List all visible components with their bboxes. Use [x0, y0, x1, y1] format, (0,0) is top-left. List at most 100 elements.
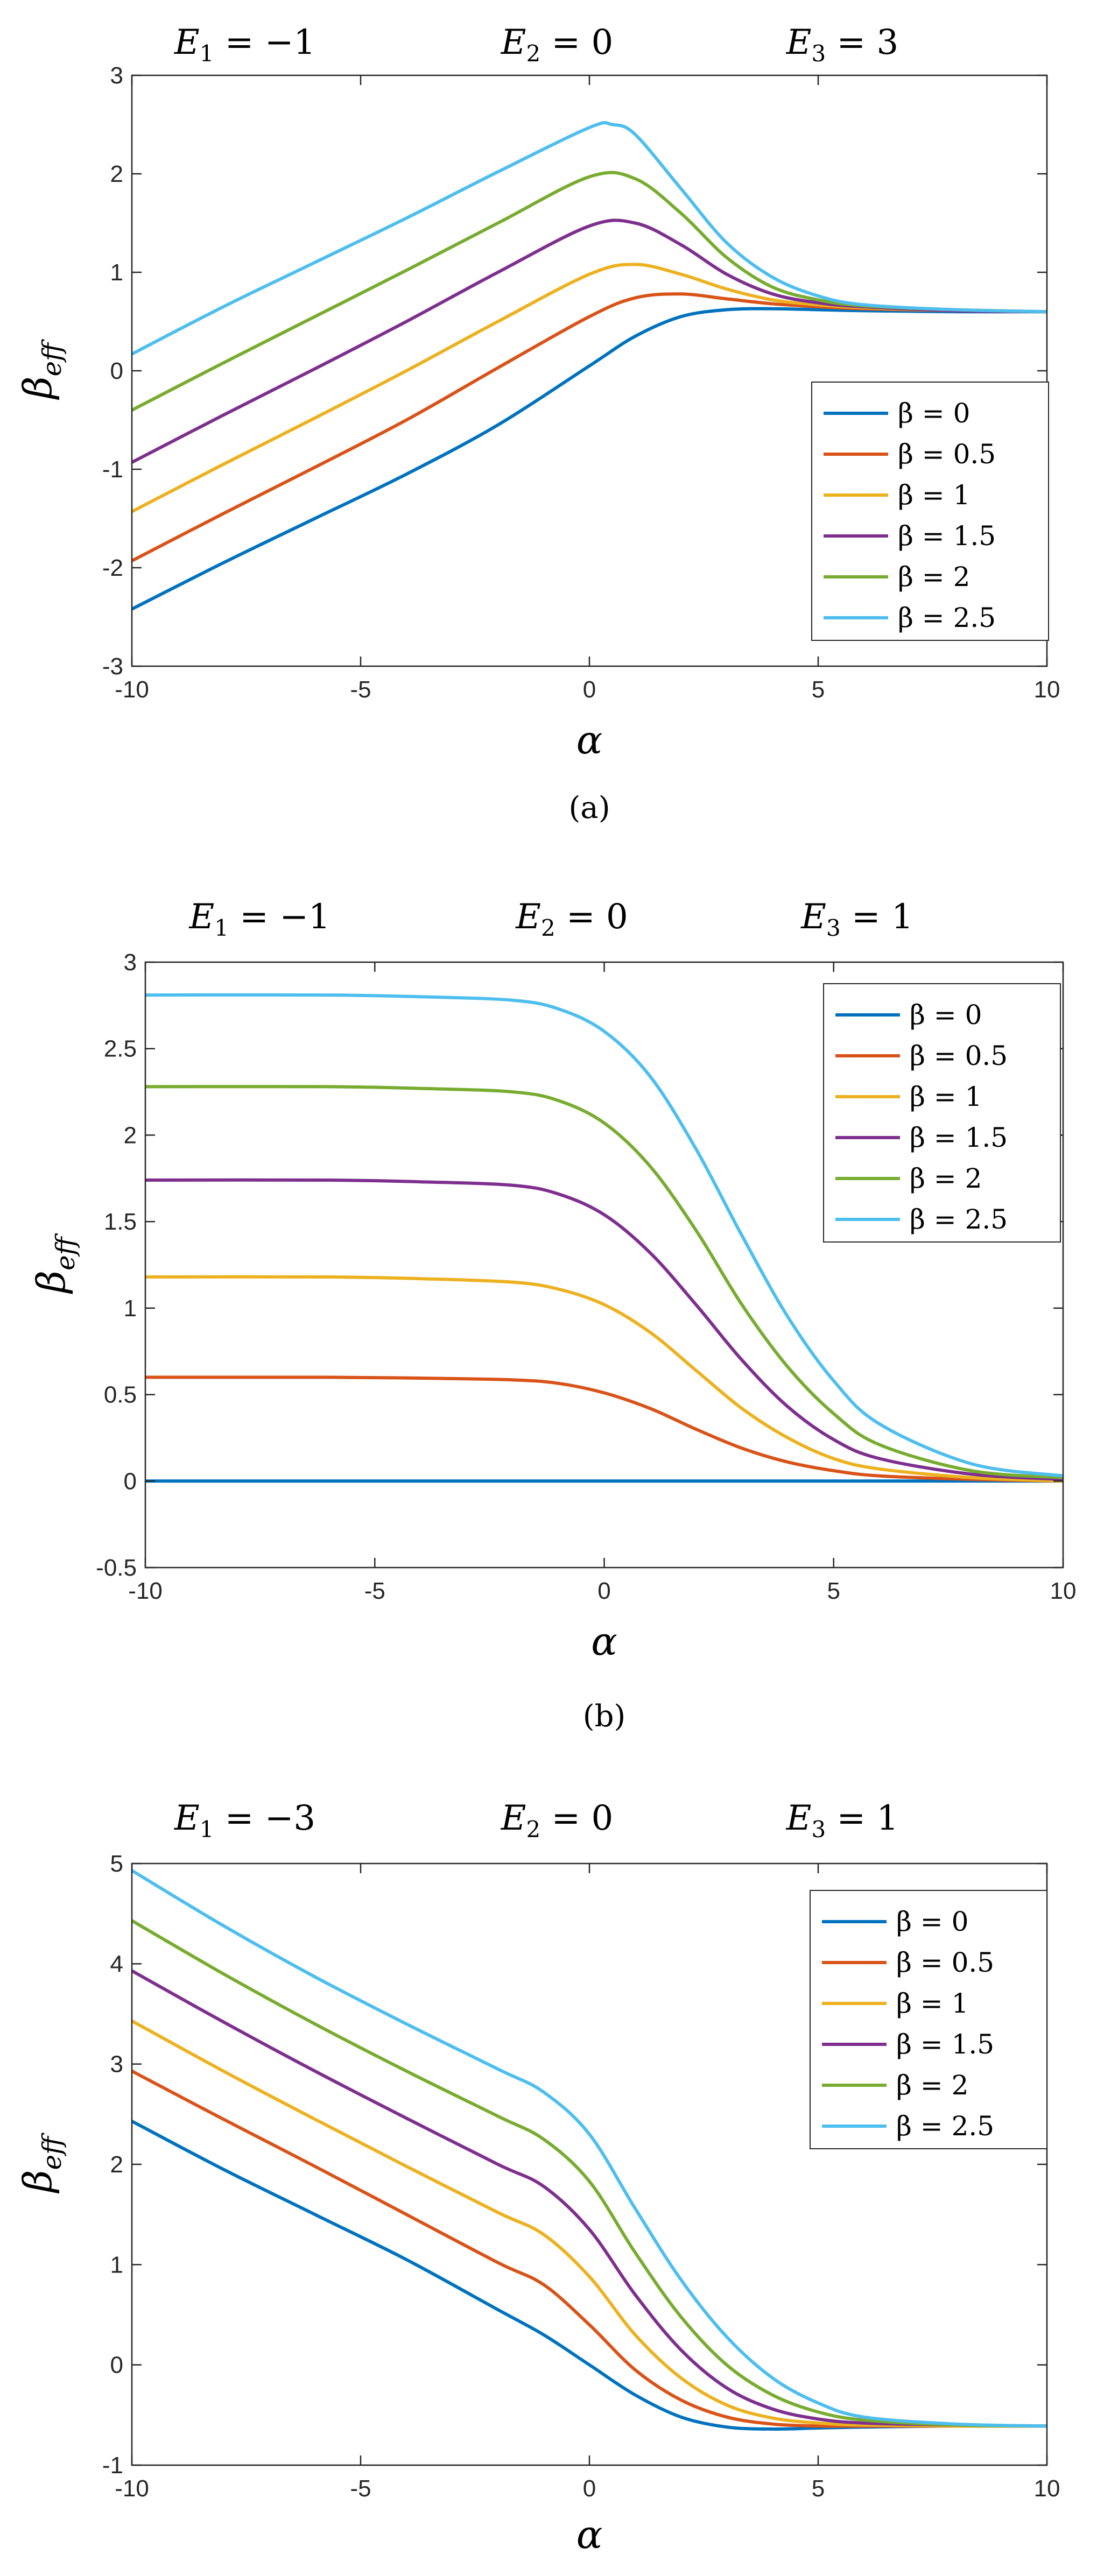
y-axis-label-sub: eff [37, 2133, 67, 2170]
title-e1-eq: = −3 [214, 1798, 315, 1838]
panel-label: (b) [583, 1699, 626, 1734]
y-tick-label-3: 2 [110, 2151, 123, 2178]
y-axis-label-main: β [15, 2170, 60, 2194]
title-e2-sub: 2 [526, 1816, 540, 1843]
title-e3-var: E [786, 1798, 812, 1838]
title-e1-sub: 1 [214, 915, 229, 941]
x-tick-label-1: -5 [364, 1578, 385, 1604]
y-axis-label-sub: eff [37, 339, 67, 376]
x-axis-label: α [576, 2512, 603, 2557]
x-tick-label-0: -10 [115, 676, 149, 703]
series-group [132, 1869, 1047, 2431]
legend-label-2: β = 1 [896, 1988, 968, 2019]
legend: β = 0 β = 0.5 β = 1 β = 1.5 β = 2 β = 2.5 [811, 382, 1049, 641]
y-axis-label-main: β [15, 376, 60, 400]
series-line-5 [132, 1869, 1047, 2428]
y-tick-label-5: 4 [110, 1951, 123, 1977]
y-tick-label-5: 2 [110, 161, 123, 187]
series-line-2 [132, 2019, 1047, 2428]
series-line-4 [132, 1919, 1047, 2428]
y-tick-label-7: 3 [124, 949, 137, 976]
title-e2-eq: = 0 [540, 1798, 613, 1838]
title-e2-sub: 2 [541, 915, 555, 941]
series-line-4 [145, 1085, 1063, 1479]
series-group [145, 993, 1063, 1483]
y-axis-label-sub: eff [51, 1233, 81, 1270]
title-e3-sub: 3 [811, 40, 826, 67]
series-line-5 [145, 993, 1063, 1478]
legend: β = 0 β = 0.5 β = 1 β = 1.5 β = 2 β = 2.5 [823, 983, 1061, 1243]
chart-panel-c: E1 = −3 E2 = 0 E3 = 1-10 -5 0 5 10-1012345αβef… [15, 1798, 1060, 2557]
legend-label-4: β = 2 [896, 2070, 968, 2101]
legend-label-3: β = 1.5 [910, 1122, 1008, 1153]
chart-title: E1 = −3 E2 = 0 E3 = 1 [174, 1798, 898, 1843]
title-e2-eq: = 0 [555, 897, 628, 937]
x-tick-label-3: 5 [812, 2475, 825, 2502]
legend-label-1: β = 0.5 [896, 1947, 994, 1978]
title-e3-sub: 3 [826, 915, 841, 941]
series-line-0 [132, 307, 1047, 611]
y-axis-label: βeff [15, 339, 67, 400]
title-e1-var: E [188, 897, 214, 937]
y-tick-label-1: -2 [102, 555, 123, 581]
y-tick-label-2: 0.5 [104, 1382, 137, 1408]
title-e1-eq: = −1 [214, 23, 315, 62]
y-tick-label-1: 0 [110, 2352, 123, 2379]
legend-label-3: β = 1.5 [896, 2029, 994, 2060]
title-e1-eq: = −1 [229, 897, 330, 937]
y-tick-label-2: 1 [110, 2252, 123, 2278]
y-axis-label-main: β [29, 1271, 74, 1295]
x-tick-label-1: -5 [350, 676, 371, 703]
title-e1-var: E [174, 23, 200, 62]
chart-title: E1 = −1 E2 = 0 E3 = 1 [188, 897, 913, 941]
chart-title: E1 = −1 E2 = 0 E3 = 3 [174, 23, 898, 67]
legend-box [810, 1890, 1047, 2149]
x-tick-label-1: -5 [350, 2475, 371, 2502]
x-tick-label-0: -10 [115, 2475, 149, 2502]
legend-label-3: β = 1.5 [898, 520, 996, 552]
legend-label-0: β = 0 [898, 398, 970, 429]
legend-label-0: β = 0 [896, 1906, 968, 1937]
x-tick-label-2: 0 [583, 676, 596, 703]
title-e1-sub: 1 [200, 40, 214, 67]
y-tick-label-4: 1 [110, 259, 123, 286]
title-e3-eq: = 1 [826, 1798, 898, 1838]
legend-label-0: β = 0 [910, 999, 982, 1031]
chart-panel-b: E1 = −1 E2 = 0 E3 = 1-10 -5 0 5 10-0.500.511.5… [29, 897, 1076, 1734]
title-e3-sub: 3 [811, 1816, 826, 1843]
y-tick-label-2: -1 [102, 456, 123, 483]
title-e2-eq: = 0 [540, 23, 613, 62]
y-tick-label-5: 2 [124, 1122, 137, 1148]
series-line-5 [132, 121, 1047, 356]
y-tick-label-6: 2.5 [104, 1036, 137, 1062]
legend-label-5: β = 2.5 [898, 602, 996, 633]
x-tick-label-3: 5 [827, 1578, 840, 1604]
legend-label-4: β = 2 [898, 561, 970, 592]
x-axis-label: α [591, 1619, 617, 1664]
y-tick-label-4: 1.5 [104, 1209, 137, 1235]
legend-label-2: β = 1 [910, 1081, 982, 1112]
title-e2-sub: 2 [526, 40, 540, 67]
title-e3-eq: = 1 [841, 897, 913, 937]
legend-label-1: β = 0.5 [898, 439, 996, 470]
title-e2-var: E [515, 897, 541, 937]
y-tick-label-1: 0 [124, 1468, 137, 1494]
legend-label-5: β = 2.5 [910, 1204, 1008, 1235]
y-tick-label-6: 3 [110, 62, 123, 89]
legend-label-2: β = 1 [898, 479, 970, 511]
x-tick-label-2: 0 [583, 2475, 596, 2502]
legend-label-4: β = 2 [910, 1163, 982, 1194]
y-tick-label-4: 3 [110, 2051, 123, 2078]
y-axis-label: βeff [15, 2133, 67, 2194]
title-e3-eq: = 3 [826, 23, 898, 62]
series-line-1 [145, 1375, 1063, 1483]
y-axis-label: βeff [29, 1233, 81, 1294]
x-tick-label-3: 5 [812, 676, 825, 703]
y-tick-label-3: 1 [124, 1295, 137, 1322]
x-tick-label-0: -10 [128, 1578, 163, 1604]
title-e1-sub: 1 [200, 1816, 214, 1843]
series-group [132, 121, 1047, 611]
y-tick-label-0: -3 [102, 653, 123, 680]
series-line-3 [145, 1178, 1063, 1481]
